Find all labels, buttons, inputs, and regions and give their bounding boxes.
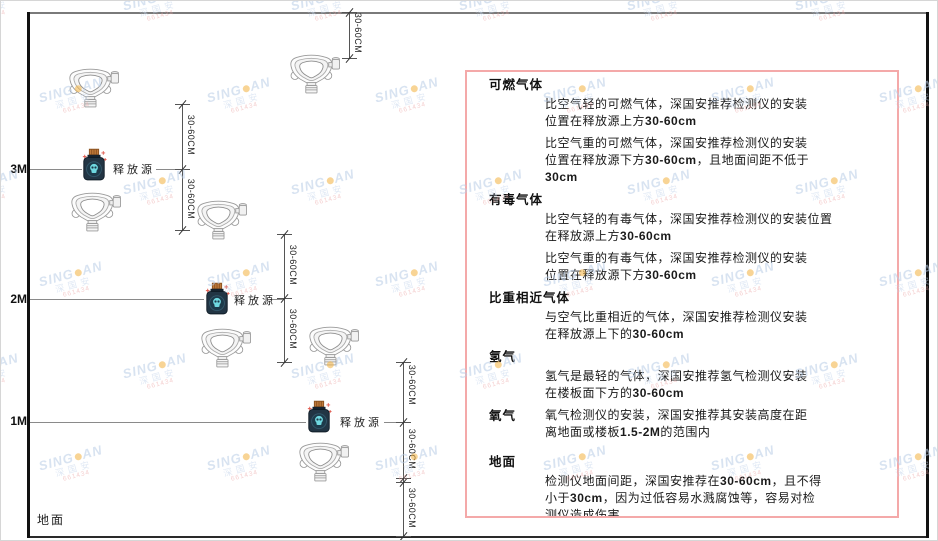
right-wall-line (926, 12, 929, 538)
height-label-1m: 1M (10, 414, 27, 428)
dimension-label: 30-60CM (353, 12, 363, 54)
dimension-label: 30-60CM (407, 487, 417, 529)
height-label-3m: 3M (10, 162, 27, 176)
level-line-3m (30, 169, 82, 170)
floor-line (28, 536, 929, 538)
section-heading-toxic: 有毒气体 (489, 193, 544, 207)
section-paragraph: 氧气检测仪的安装，深国安推荐其安装高度在距 离地面或楼板1.5-2M的范围内 (545, 408, 808, 439)
section-heading-combustible: 可燃气体 (489, 78, 544, 92)
gas-detector-icon (297, 439, 349, 483)
dimension-label: 30-60CM (407, 364, 417, 406)
gas-detector-icon (195, 197, 247, 241)
dimension-label: 30-60CM (186, 114, 196, 156)
dimension-label: 30-60CM (288, 308, 298, 350)
section-paragraph: 比空气轻的有毒气体，深国安推荐检测仪的安装位置 在释放源上方30-60cm (545, 212, 833, 243)
level-line-1m (30, 422, 306, 423)
section-oxygen: 氧气 氧气检测仪的安装，深国安推荐其安装高度在距 离地面或楼板1.5-2M的范围… (489, 407, 887, 441)
dimension-label: 30-60CM (407, 428, 417, 470)
gas-detector-icon (67, 65, 119, 109)
dimension-line-1m (396, 357, 411, 540)
level-line-2m (30, 299, 204, 300)
height-label-2m: 2M (10, 292, 27, 306)
gas-detector-icon (288, 51, 340, 95)
section-paragraph: 氢气是最轻的气体，深国安推荐氢气检测仪安装 在楼板面下方的30-60cm (545, 369, 808, 400)
section-paragraph: 比空气轻的可燃气体，深国安推荐检测仪的安装 位置在释放源上方30-60cm (545, 97, 808, 128)
dimension-line-ceiling (342, 7, 357, 63)
ceiling-line (28, 12, 927, 14)
gas-detector-icon (199, 325, 251, 369)
dimension-line-3m (175, 99, 190, 235)
ground-label: 地面 (37, 513, 66, 527)
recommendation-panel: 可燃气体 比空气轻的可燃气体，深国安推荐检测仪的安装 位置在释放源上方30-60… (465, 70, 899, 518)
dimension-line-2m (277, 229, 292, 367)
gas-detector-icon (307, 323, 359, 367)
dimension-label: 30-60CM (288, 244, 298, 286)
release-source-icon (204, 282, 230, 316)
section-heading-ground: 地面 (489, 455, 517, 469)
release-source-icon (306, 400, 332, 434)
section-heading-oxygen: 氧气 (489, 409, 517, 423)
level-dash-3m (156, 169, 182, 170)
section-paragraph: 检测仪地面间距，深国安推荐在30-60cm，且不得 小于30cm，因为过低容易水… (545, 474, 822, 518)
level-dash-2m (270, 299, 284, 300)
left-wall-line (27, 12, 30, 538)
section-paragraph: 与空气比重相近的气体，深国安推荐检测仪安装 在释放源上下的30-60cm (545, 310, 808, 341)
level-dash-1m (384, 422, 403, 423)
section-heading-similar-density: 比重相近气体 (489, 291, 571, 305)
section-paragraph: 比空气重的可燃气体，深国安推荐检测仪的安装 位置在释放源下方30-60cm，且地… (545, 136, 810, 184)
section-paragraph: 比空气重的有毒气体，深国安推荐检测仪的安装 位置在释放源下方30-60cm (545, 251, 808, 282)
gas-detector-icon (69, 189, 121, 233)
release-source-label: 释放源 (234, 295, 276, 307)
release-source-icon (81, 148, 107, 182)
section-heading-hydrogen: 氢气 (489, 350, 517, 364)
release-source-label: 释放源 (113, 164, 155, 176)
release-source-label: 释放源 (340, 417, 382, 429)
